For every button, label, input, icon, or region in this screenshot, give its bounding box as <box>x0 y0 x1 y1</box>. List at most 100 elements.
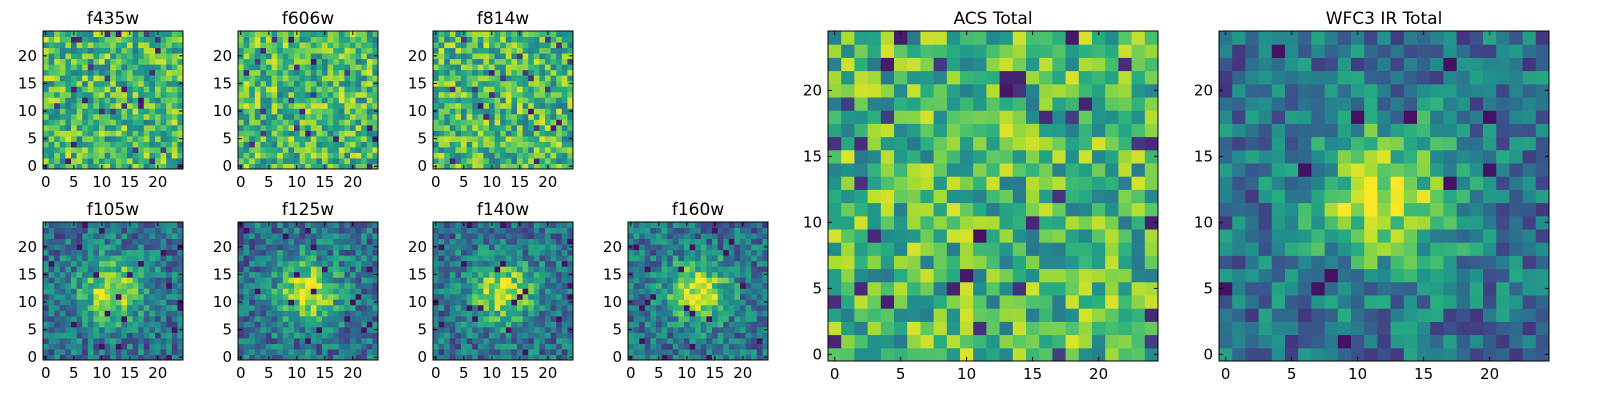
heatmap-cell <box>138 277 145 284</box>
heatmap-cell <box>533 157 540 164</box>
heatmap-cell <box>138 141 145 148</box>
heatmap-cell <box>556 141 563 148</box>
heatmap-cell <box>48 86 55 93</box>
heatmap-cell <box>1078 189 1093 204</box>
heatmap-cell <box>960 202 974 217</box>
heatmap-cell <box>48 321 55 328</box>
heatmap-cell <box>355 80 362 87</box>
heatmap-cell <box>305 86 312 93</box>
heatmap-cell <box>695 288 702 295</box>
heatmap-cell <box>99 108 106 115</box>
heatmap-cell <box>260 102 267 109</box>
heatmap-cell <box>366 53 373 60</box>
heatmap-cell <box>689 299 696 306</box>
heatmap-cell <box>438 64 445 71</box>
heatmap-cell <box>639 310 646 317</box>
heatmap-cell <box>249 227 256 234</box>
heatmap-cell <box>288 42 295 49</box>
heatmap-cell <box>1012 295 1027 309</box>
heatmap-cell <box>333 238 340 245</box>
heatmap-cell <box>695 227 702 234</box>
heatmap-cell <box>143 299 150 306</box>
heatmap-cell <box>867 268 882 283</box>
heatmap-cell <box>907 176 921 190</box>
heatmap-cell <box>121 152 128 159</box>
heatmap-cell <box>734 277 741 284</box>
heatmap-cell <box>366 47 373 54</box>
heatmap-cell <box>489 348 496 355</box>
heatmap-cell <box>483 354 490 361</box>
heatmap-cell <box>82 310 89 317</box>
y-tick-label: 0 <box>612 348 622 366</box>
heatmap-cell <box>650 244 657 251</box>
heatmap-cell <box>82 91 89 98</box>
heatmap-cell <box>483 91 490 98</box>
heatmap-cell <box>71 304 78 311</box>
heatmap-cell <box>310 47 317 54</box>
heatmap-cell <box>104 227 111 234</box>
heatmap-cell <box>505 304 512 311</box>
heatmap-cell <box>672 255 679 262</box>
heatmap-cell <box>288 222 295 229</box>
heatmap-cell <box>104 260 111 267</box>
heatmap-cell <box>545 80 552 87</box>
heatmap-cell <box>59 244 66 251</box>
heatmap-cell <box>93 293 100 300</box>
heatmap-cell <box>54 315 61 322</box>
heatmap-cell <box>1052 308 1067 322</box>
heatmap-cell <box>960 334 974 349</box>
heatmap-cell <box>99 58 106 65</box>
heatmap-cell <box>633 227 640 234</box>
heatmap-cell <box>127 42 134 49</box>
heatmap-cell <box>656 227 663 234</box>
heatmap-cell <box>316 130 323 137</box>
heatmap-cell <box>740 266 747 273</box>
heatmap-cell <box>177 113 184 120</box>
heatmap-cell <box>745 315 752 322</box>
heatmap-cell <box>661 227 668 234</box>
heatmap-cell <box>177 222 184 229</box>
heatmap-cell <box>82 146 89 153</box>
heatmap-cell <box>344 102 351 109</box>
heatmap-cell <box>556 293 563 300</box>
heatmap-cell <box>277 53 284 60</box>
heatmap-cell <box>489 108 496 115</box>
heatmap-cell <box>533 102 540 109</box>
heatmap-cell <box>1065 202 1080 217</box>
heatmap-cell <box>556 163 563 170</box>
heatmap-cell <box>155 255 162 262</box>
heatmap-cell <box>127 102 134 109</box>
heatmap-cell <box>461 58 468 65</box>
heatmap-cell <box>54 157 61 164</box>
heatmap-cell <box>522 86 529 93</box>
heatmap-cell <box>545 348 552 355</box>
heatmap-cell <box>361 163 368 170</box>
heatmap-cell <box>249 64 256 71</box>
heatmap-cell <box>973 321 987 336</box>
heatmap-cell <box>717 299 724 306</box>
heatmap-cell <box>310 86 317 93</box>
heatmap-cell <box>444 75 451 82</box>
heatmap-cell <box>82 337 89 344</box>
heatmap-cell <box>327 146 334 153</box>
heatmap-cell <box>110 249 117 256</box>
y-tick-label: 0 <box>222 157 232 175</box>
heatmap-cell <box>171 80 178 87</box>
heatmap-cell <box>689 337 696 344</box>
heatmap-cell <box>684 271 691 278</box>
heatmap-cell <box>639 299 646 306</box>
heatmap-cell <box>82 293 89 300</box>
heatmap-cell <box>59 304 66 311</box>
heatmap-cell <box>366 222 373 229</box>
heatmap-cell <box>43 266 50 273</box>
heatmap-cell <box>372 86 379 93</box>
heatmap-cell <box>316 64 323 71</box>
heatmap-cell <box>449 113 456 120</box>
heatmap-cell <box>920 149 935 164</box>
heatmap-cell <box>127 91 134 98</box>
heatmap-cell <box>728 310 735 317</box>
heatmap-cell <box>672 227 679 234</box>
heatmap-cell <box>166 315 173 322</box>
heatmap-cell <box>76 157 83 164</box>
heatmap-cell <box>132 97 139 104</box>
